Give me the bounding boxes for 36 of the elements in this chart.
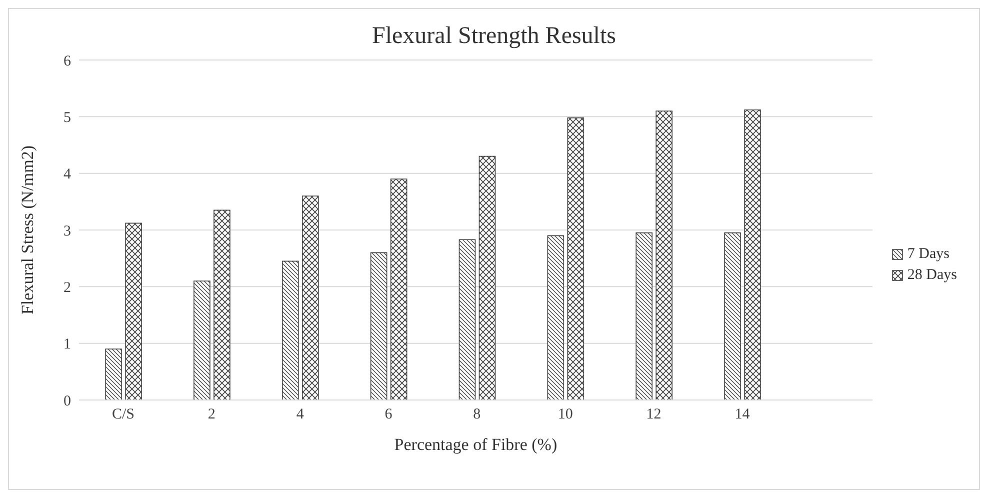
- bar: [636, 232, 652, 400]
- x-tick-label: 4: [296, 406, 304, 423]
- bar: [744, 109, 761, 400]
- x-tick-label: 2: [208, 406, 216, 423]
- y-tick-label: 6: [64, 53, 72, 70]
- y-tick-label: 4: [64, 166, 72, 183]
- y-tick-label: 5: [64, 110, 71, 126]
- y-axis-title: Flexural Stress (N/mm2): [18, 145, 38, 315]
- x-tick-label: 12: [646, 406, 662, 423]
- bar: [282, 260, 299, 400]
- y-tick-label: 2: [64, 280, 71, 296]
- y-tick-label: 0: [64, 393, 71, 410]
- x-tick-label: 14: [734, 406, 750, 423]
- bar: [458, 239, 476, 400]
- bar: [724, 232, 741, 400]
- legend-label: 28 Days: [907, 267, 957, 284]
- chart-title: Flexural Strength Results: [371, 23, 617, 50]
- x-tick-label: 10: [558, 406, 573, 423]
- bar: [125, 222, 142, 400]
- bar: [390, 178, 408, 400]
- x-axis-title: Percentage of Fibre (%): [394, 435, 558, 454]
- bar: [478, 156, 496, 400]
- bar: [547, 235, 564, 400]
- bar: [567, 117, 584, 400]
- bar: [370, 252, 388, 400]
- y-tick-label: 1: [64, 336, 71, 353]
- bar: [302, 196, 319, 400]
- bar: [105, 348, 122, 400]
- x-tick-label: 8: [473, 406, 481, 423]
- bar: [656, 110, 672, 400]
- x-tick-label: C/S: [112, 406, 134, 423]
- bar: [194, 280, 210, 400]
- x-tick-label: 6: [384, 406, 393, 423]
- legend-label: 7 Days: [907, 246, 950, 263]
- y-tick-label: 3: [64, 223, 71, 240]
- bar: [214, 210, 230, 400]
